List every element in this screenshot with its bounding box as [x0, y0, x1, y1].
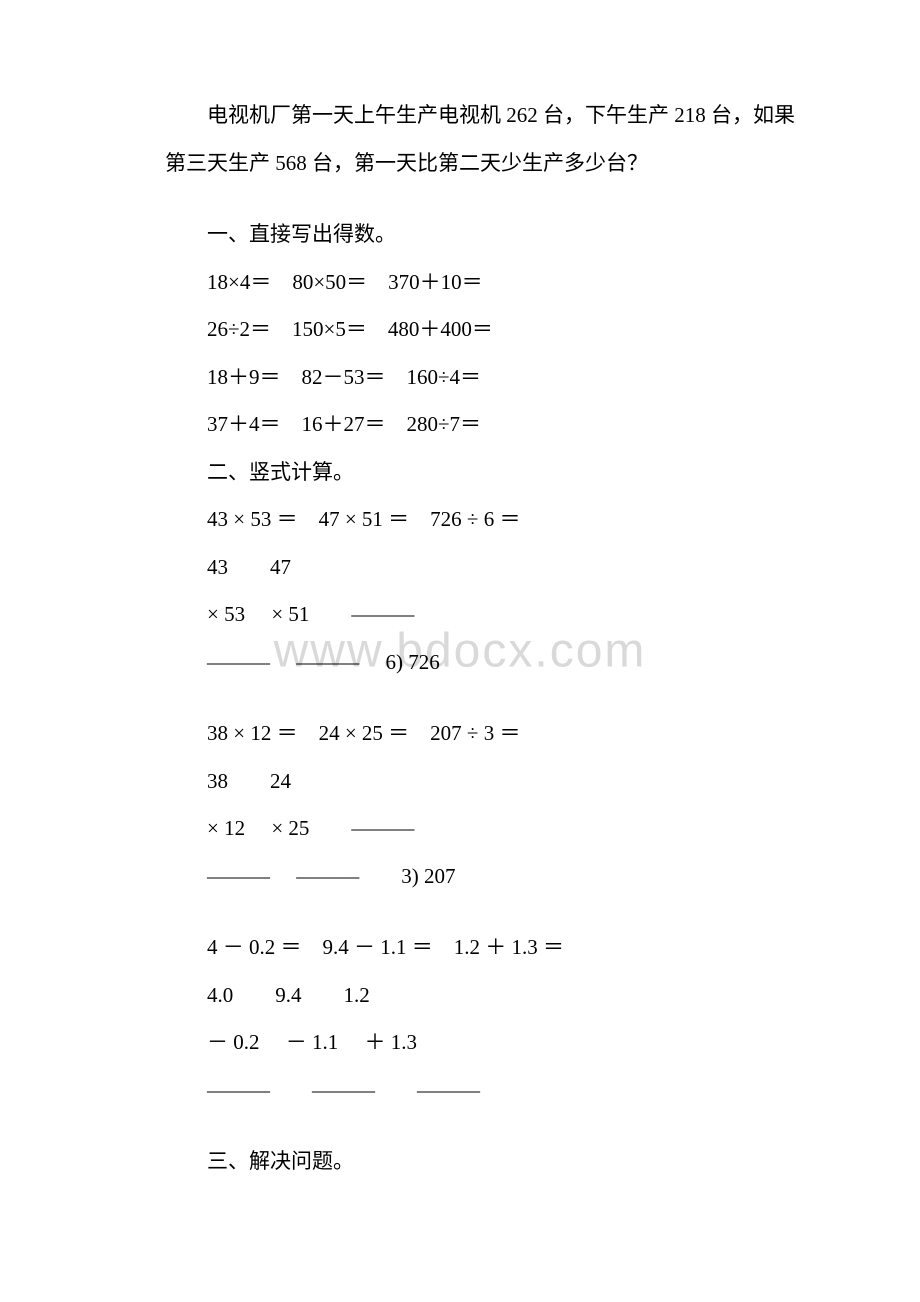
document-content: 电视机厂第一天上午生产电视机 262 台，下午生产 218 台，如果 第三天生产…: [165, 100, 800, 1178]
section1-row3: 18＋9＝ 82－53＝ 160÷4＝: [165, 362, 800, 394]
word-problem-line1: 电视机厂第一天上午生产电视机 262 台，下午生产 218 台，如果: [165, 100, 800, 132]
section2-g2-row1: 38 24: [165, 766, 800, 798]
section2-g2-row2: × 12 × 25 ———: [165, 813, 800, 845]
word-problem-line2: 第三天生产 568 台，第一天比第二天少生产多少台？: [165, 148, 800, 180]
section2-g1-row1: 43 47: [165, 552, 800, 584]
section2-g3-row3: ——— ——— ———: [165, 1075, 800, 1107]
section1-row1: 18×4＝ 80×50＝ 370＋10＝: [165, 267, 800, 299]
section1-row2: 26÷2＝ 150×5＝ 480＋400＝: [165, 314, 800, 346]
section2-g3-row2: － 0.2 － 1.1 ＋ 1.3: [165, 1027, 800, 1059]
section2-title: 二、竖式计算。: [165, 457, 800, 489]
section1-title: 一、直接写出得数。: [165, 219, 800, 251]
section2-g2-header: 38 × 12 ＝ 24 × 25 ＝ 207 ÷ 3 ＝: [165, 718, 800, 750]
section3-title: 三、解决问题。: [165, 1146, 800, 1178]
section2-g3-row1: 4.0 9.4 1.2: [165, 980, 800, 1012]
section2-g3-header: 4 － 0.2 ＝ 9.4 － 1.1 ＝ 1.2 ＋ 1.3 ＝: [165, 932, 800, 964]
section2-g2-row3: ——— ——— 3) 207: [165, 861, 800, 893]
section2-g1-row2: × 53 × 51 ———: [165, 599, 800, 631]
section2-g1-row3: ——— ——— 6) 726: [165, 647, 800, 679]
section2-g1-header: 43 × 53 ＝ 47 × 51 ＝ 726 ÷ 6 ＝: [165, 504, 800, 536]
section1-row4: 37＋4＝ 16＋27＝ 280÷7＝: [165, 409, 800, 441]
